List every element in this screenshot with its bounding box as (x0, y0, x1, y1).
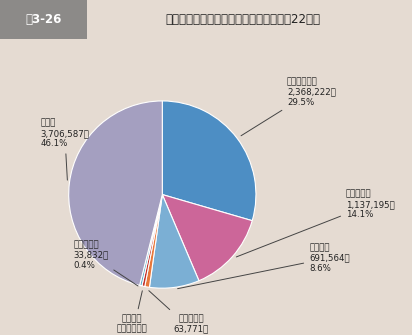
Text: 酒酔い、
酒気帯び運転
39,773件
0.5%: 酒酔い、 酒気帯び運転 39,773件 0.5% (115, 291, 150, 335)
Wedge shape (162, 101, 256, 221)
Text: 主な道路交通法違反の取締り状況（平成22年）: 主な道路交通法違反の取締り状況（平成22年） (166, 13, 321, 26)
Wedge shape (145, 195, 162, 287)
FancyBboxPatch shape (0, 0, 87, 39)
Wedge shape (162, 195, 252, 281)
Text: 信号無視
691,564件
8.6%: 信号無視 691,564件 8.6% (178, 243, 350, 289)
Text: 最高速度違反
2,368,222件
29.5%: 最高速度違反 2,368,222件 29.5% (241, 77, 336, 136)
Text: 無免許運転
33,832件
0.4%: 無免許運転 33,832件 0.4% (73, 240, 138, 286)
Wedge shape (142, 195, 162, 286)
Wedge shape (69, 101, 162, 285)
Wedge shape (150, 195, 199, 288)
Text: 図3-26: 図3-26 (25, 13, 61, 26)
Text: その他
3,706,587件
46.1%: その他 3,706,587件 46.1% (40, 119, 89, 180)
Text: 歩行者妨害
63,771件
0.8%: 歩行者妨害 63,771件 0.8% (149, 291, 209, 335)
Text: 一時不停止
1,137,195件
14.1%: 一時不停止 1,137,195件 14.1% (236, 190, 395, 257)
Wedge shape (140, 195, 162, 286)
